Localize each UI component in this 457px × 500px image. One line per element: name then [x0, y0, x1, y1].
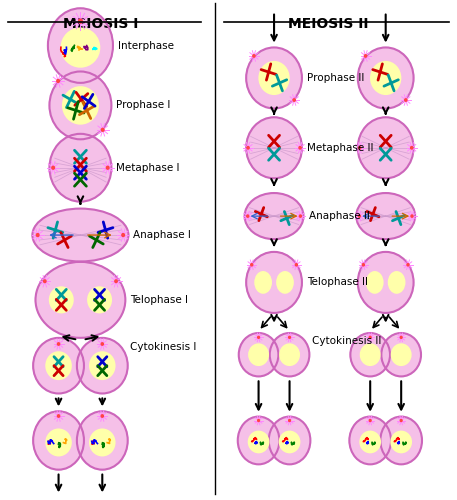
Circle shape [411, 215, 413, 217]
Ellipse shape [367, 272, 383, 293]
Ellipse shape [371, 62, 400, 94]
Ellipse shape [46, 352, 71, 380]
Circle shape [58, 343, 60, 345]
Circle shape [101, 415, 103, 417]
Ellipse shape [246, 48, 302, 108]
Ellipse shape [61, 28, 100, 67]
Ellipse shape [50, 287, 73, 312]
Ellipse shape [63, 87, 98, 124]
Text: Anaphase I: Anaphase I [133, 230, 191, 240]
Circle shape [101, 343, 103, 345]
Circle shape [115, 280, 117, 282]
Circle shape [405, 99, 407, 101]
Circle shape [52, 166, 54, 169]
Ellipse shape [90, 352, 115, 380]
Text: Cytokinesis II: Cytokinesis II [312, 336, 381, 345]
Circle shape [359, 146, 361, 149]
Circle shape [400, 420, 402, 422]
Ellipse shape [33, 338, 84, 394]
Circle shape [407, 264, 409, 266]
Ellipse shape [381, 333, 421, 376]
Ellipse shape [380, 416, 422, 465]
Ellipse shape [269, 416, 310, 465]
Ellipse shape [361, 344, 380, 365]
Ellipse shape [246, 252, 302, 313]
Ellipse shape [391, 432, 411, 452]
Ellipse shape [48, 8, 113, 83]
Ellipse shape [351, 333, 390, 376]
Ellipse shape [88, 287, 111, 312]
Circle shape [364, 54, 367, 57]
Circle shape [58, 415, 60, 417]
Ellipse shape [349, 416, 391, 465]
Ellipse shape [49, 134, 112, 202]
Circle shape [289, 336, 291, 338]
Circle shape [410, 146, 413, 149]
Text: Prophase I: Prophase I [116, 100, 170, 110]
Circle shape [295, 264, 298, 266]
Ellipse shape [244, 193, 303, 239]
Ellipse shape [358, 118, 414, 178]
Circle shape [79, 19, 82, 23]
Circle shape [43, 280, 46, 282]
Circle shape [299, 146, 301, 149]
Circle shape [101, 128, 104, 131]
Ellipse shape [360, 432, 380, 452]
Ellipse shape [388, 272, 404, 293]
Ellipse shape [90, 430, 115, 456]
Circle shape [369, 336, 371, 338]
Text: Telophase II: Telophase II [307, 278, 368, 287]
Text: Cytokinesis I: Cytokinesis I [130, 342, 197, 351]
Circle shape [369, 420, 371, 422]
Ellipse shape [49, 72, 112, 140]
Ellipse shape [280, 432, 300, 452]
Ellipse shape [255, 272, 271, 293]
Ellipse shape [392, 344, 411, 365]
Ellipse shape [358, 252, 414, 313]
Circle shape [299, 215, 302, 217]
Ellipse shape [32, 208, 128, 262]
Circle shape [37, 234, 39, 236]
Circle shape [293, 99, 295, 101]
Circle shape [251, 264, 253, 266]
Ellipse shape [249, 432, 269, 452]
Text: Telophase I: Telophase I [130, 295, 188, 305]
Text: MEIOSIS II: MEIOSIS II [288, 16, 369, 30]
Circle shape [57, 80, 59, 82]
Text: Anaphase II: Anaphase II [308, 211, 370, 221]
Ellipse shape [277, 272, 293, 293]
Circle shape [122, 234, 124, 236]
Ellipse shape [33, 412, 84, 470]
Circle shape [247, 215, 249, 217]
Text: Interphase: Interphase [117, 40, 174, 50]
Circle shape [358, 215, 361, 217]
Circle shape [289, 420, 291, 422]
Circle shape [253, 54, 255, 57]
Ellipse shape [356, 193, 415, 239]
Ellipse shape [249, 344, 268, 365]
Text: Metaphase I: Metaphase I [116, 162, 180, 172]
Circle shape [362, 264, 364, 266]
Text: Metaphase II: Metaphase II [307, 143, 374, 153]
Ellipse shape [46, 430, 71, 456]
Text: Prophase II: Prophase II [307, 73, 365, 83]
Text: MEIOSIS I: MEIOSIS I [63, 16, 138, 30]
Circle shape [106, 166, 109, 169]
Ellipse shape [36, 262, 125, 338]
Ellipse shape [259, 62, 289, 94]
Ellipse shape [239, 333, 278, 376]
Ellipse shape [358, 48, 414, 108]
Ellipse shape [270, 333, 309, 376]
Ellipse shape [280, 344, 299, 365]
Ellipse shape [77, 338, 128, 394]
Circle shape [247, 146, 249, 149]
Circle shape [258, 336, 260, 338]
Ellipse shape [238, 416, 279, 465]
Circle shape [400, 336, 402, 338]
Ellipse shape [77, 412, 128, 470]
Circle shape [258, 420, 260, 422]
Ellipse shape [246, 118, 302, 178]
